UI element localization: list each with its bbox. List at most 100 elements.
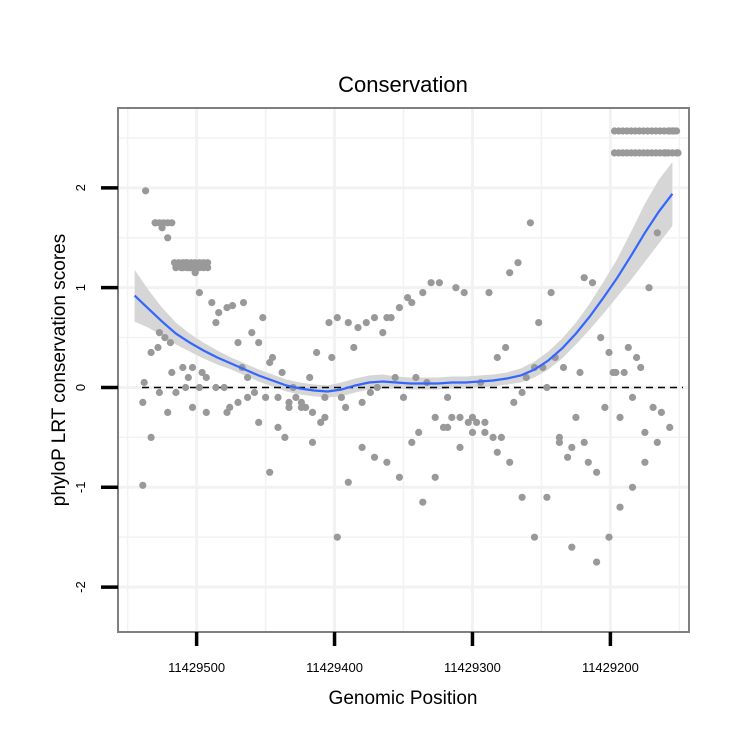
data-point bbox=[456, 443, 464, 451]
data-point bbox=[321, 393, 329, 401]
data-point bbox=[244, 393, 252, 401]
data-point bbox=[208, 299, 216, 307]
data-point bbox=[164, 234, 172, 242]
data-point bbox=[228, 302, 237, 310]
data-point bbox=[415, 428, 423, 436]
data-point bbox=[460, 289, 468, 297]
data-point bbox=[358, 443, 366, 451]
y-tick-label: 0 bbox=[73, 384, 88, 391]
data-point bbox=[637, 363, 645, 372]
data-point bbox=[616, 503, 624, 511]
data-point bbox=[147, 433, 155, 441]
data-point bbox=[281, 433, 289, 441]
data-point bbox=[612, 368, 620, 377]
data-point bbox=[255, 339, 263, 347]
data-point bbox=[274, 423, 282, 431]
data-point bbox=[325, 319, 333, 327]
data-point bbox=[259, 314, 267, 322]
data-point bbox=[262, 393, 270, 401]
data-point bbox=[431, 473, 439, 481]
data-point bbox=[593, 468, 601, 476]
data-point bbox=[628, 483, 637, 491]
data-point bbox=[572, 413, 580, 421]
data-point bbox=[444, 393, 452, 401]
data-point bbox=[387, 314, 395, 322]
data-point bbox=[244, 373, 252, 382]
x-tick-label: 11429400 bbox=[306, 660, 363, 675]
data-point bbox=[155, 329, 163, 337]
data-point bbox=[559, 363, 568, 372]
data-point bbox=[653, 229, 661, 237]
data-point bbox=[354, 324, 362, 332]
data-point bbox=[139, 481, 147, 489]
data-point bbox=[493, 448, 501, 456]
data-point bbox=[481, 418, 489, 426]
chart-title: Conservation bbox=[338, 72, 468, 97]
data-point bbox=[250, 388, 259, 397]
data-point bbox=[473, 418, 481, 426]
data-point bbox=[464, 418, 472, 426]
x-axis-title: Genomic Position bbox=[329, 688, 478, 709]
data-point bbox=[139, 398, 147, 406]
data-point bbox=[543, 383, 551, 392]
data-point bbox=[333, 314, 341, 322]
data-point bbox=[580, 274, 588, 282]
data-point bbox=[297, 398, 305, 406]
data-point bbox=[502, 343, 510, 352]
data-point bbox=[506, 458, 514, 466]
data-point bbox=[543, 493, 551, 501]
data-point bbox=[408, 299, 416, 307]
data-point bbox=[142, 187, 150, 195]
data-point bbox=[248, 329, 256, 337]
data-point bbox=[535, 319, 543, 327]
data-point bbox=[182, 383, 190, 392]
data-point bbox=[370, 453, 379, 461]
data-point bbox=[399, 393, 408, 401]
data-point bbox=[313, 348, 321, 357]
data-point bbox=[212, 319, 220, 327]
data-point bbox=[624, 343, 632, 352]
data-point bbox=[506, 269, 514, 277]
data-point bbox=[653, 438, 661, 446]
x-tick-label: 11429300 bbox=[444, 660, 501, 675]
data-point bbox=[223, 304, 231, 312]
data-point bbox=[456, 413, 464, 421]
data-point bbox=[140, 378, 148, 387]
data-point bbox=[297, 403, 305, 411]
data-point bbox=[555, 433, 564, 441]
data-point bbox=[568, 443, 576, 451]
data-point bbox=[328, 353, 336, 362]
data-point bbox=[593, 558, 601, 566]
data-point bbox=[366, 388, 374, 397]
data-point bbox=[555, 438, 564, 446]
data-point bbox=[616, 413, 624, 421]
data-point bbox=[155, 388, 163, 397]
data-point bbox=[497, 433, 505, 441]
data-point bbox=[395, 304, 403, 312]
data-point bbox=[444, 423, 452, 431]
data-point bbox=[154, 343, 162, 352]
data-point bbox=[427, 279, 435, 287]
x-tick-label: 11429200 bbox=[582, 660, 639, 675]
data-point bbox=[344, 478, 352, 486]
data-point bbox=[468, 428, 477, 436]
data-point bbox=[391, 373, 399, 382]
data-point bbox=[597, 334, 605, 342]
data-point bbox=[350, 343, 358, 352]
x-tick-label: 11429500 bbox=[168, 660, 225, 675]
data-point bbox=[580, 438, 588, 446]
data-point bbox=[308, 438, 317, 446]
data-point bbox=[489, 433, 497, 441]
data-point bbox=[179, 363, 187, 372]
data-point bbox=[220, 383, 228, 392]
data-point bbox=[435, 279, 443, 287]
data-point bbox=[431, 413, 439, 421]
data-point bbox=[568, 543, 576, 551]
data-point bbox=[164, 408, 172, 416]
data-points-layer bbox=[139, 127, 682, 566]
data-point bbox=[268, 353, 277, 362]
data-point bbox=[657, 408, 666, 416]
data-point bbox=[278, 368, 286, 377]
data-point bbox=[493, 353, 501, 362]
